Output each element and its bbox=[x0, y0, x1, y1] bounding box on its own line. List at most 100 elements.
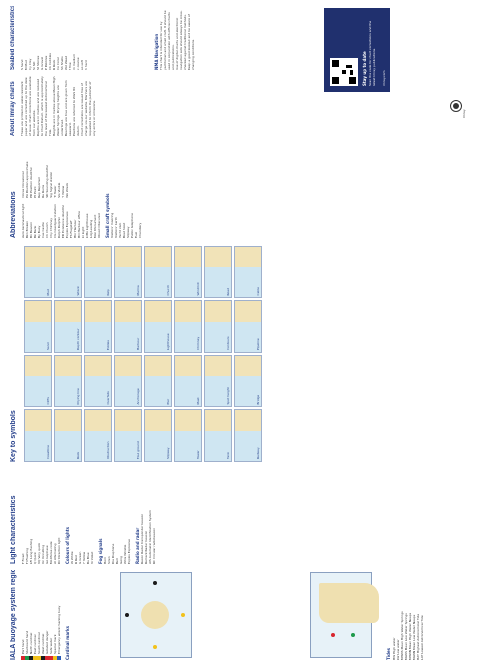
promo-panel: Stay up to date Scan the code for chart … bbox=[324, 8, 390, 92]
small-craft-row: Chandlery bbox=[138, 222, 142, 238]
symbol-label: Pipeline bbox=[256, 338, 260, 350]
symbol-label: Bridge bbox=[256, 394, 260, 405]
port-buoy-icon bbox=[331, 633, 335, 637]
symbol-label: Spot height bbox=[226, 387, 230, 405]
starboard-buoy-icon bbox=[351, 633, 355, 637]
symbol-cell: Rock bbox=[54, 409, 82, 462]
cardinal-diagram bbox=[120, 572, 192, 658]
symbol-cell: Road bbox=[204, 246, 232, 299]
iala-title: IALA buoyage system region A bbox=[10, 570, 17, 660]
seabed-title: Seabed characteristics bbox=[10, 6, 16, 70]
north-buoy-icon bbox=[125, 613, 129, 617]
symbol-label: Mud bbox=[46, 289, 50, 296]
symbol-label: Coastline bbox=[46, 445, 50, 459]
danger-area bbox=[141, 601, 169, 629]
symbol-label: Sand bbox=[46, 342, 50, 350]
land-area bbox=[55, 410, 81, 431]
promo-url[interactable]: imray.com bbox=[382, 70, 386, 86]
symbol-label: Marina bbox=[136, 285, 140, 296]
seabed-row: h hard bbox=[84, 60, 88, 70]
symbol-label: Wreck bbox=[76, 286, 80, 296]
symbol-label: Obstruction bbox=[106, 441, 110, 459]
symbol-cell: Marina bbox=[114, 246, 142, 299]
symbol-cell: Spot height bbox=[204, 355, 232, 408]
abbrev-column: Abbreviations Aero Aeronautical light Bkn… bbox=[10, 142, 476, 238]
lights-list: F Fixed Fl Flashing LFl Long flashing Q … bbox=[21, 468, 61, 565]
nav-section: NMA Navigation This chart is intended fo… bbox=[150, 6, 320, 70]
symbol-cell: Anchorage bbox=[114, 355, 142, 408]
land-area bbox=[175, 410, 201, 431]
iala-column: IALA buoyage system region A Port hand S… bbox=[10, 570, 476, 660]
symbol-label: Tower bbox=[196, 450, 200, 459]
nav-text: This chart is intended for use by yachts… bbox=[159, 6, 195, 70]
imray-footer: Imray bbox=[462, 109, 466, 118]
land-area bbox=[205, 301, 231, 322]
symbol-label: Church bbox=[166, 284, 170, 296]
land-area bbox=[175, 301, 201, 322]
land-area bbox=[235, 410, 261, 431]
imray-logo-icon bbox=[450, 100, 462, 112]
east-buoy-icon bbox=[153, 581, 157, 585]
colour-row: Vi Violet bbox=[90, 551, 94, 564]
land-area bbox=[145, 410, 171, 431]
abbrev-left-list: Aero Aeronautical light Bkn Broken Bn Beac… bbox=[21, 204, 101, 238]
about-paragraph: Chart corrections are issued free of cha… bbox=[80, 81, 96, 136]
cardinal-heading: Cardinal marks bbox=[65, 625, 70, 660]
symbol-label: Lighthouse bbox=[166, 333, 170, 350]
symbol-cell: Slipway bbox=[144, 409, 172, 462]
symbol-cell: Church bbox=[144, 246, 172, 299]
symbol-cell: Drying line bbox=[54, 355, 82, 408]
light-row: Dir Direction light bbox=[57, 537, 61, 565]
harbour-entrance-diagram bbox=[310, 572, 379, 658]
symbol-cell: Obstruction bbox=[84, 409, 112, 462]
land-area bbox=[145, 301, 171, 322]
symbol-label: Pier bbox=[166, 398, 170, 405]
symbol-cell: Eddies bbox=[84, 300, 112, 353]
west-buoy-icon bbox=[153, 645, 157, 649]
nav-paragraph: This chart is intended for use by yachts… bbox=[159, 10, 175, 70]
lights-title: Light characteristics bbox=[10, 495, 17, 564]
land-area bbox=[205, 356, 231, 377]
symbol-label: Mast bbox=[196, 397, 200, 405]
land-area bbox=[205, 410, 231, 431]
land-area bbox=[55, 301, 81, 322]
about-paragraph: These are printed on water-resistant pap… bbox=[20, 76, 36, 136]
land-area bbox=[85, 356, 111, 377]
symbol-cell: Wreck bbox=[54, 246, 82, 299]
land-area bbox=[115, 356, 141, 377]
symbol-cell: Windmill bbox=[174, 246, 202, 299]
radio-row: RC Circular radiobeacon bbox=[152, 527, 156, 564]
symbol-label: Road bbox=[226, 287, 230, 296]
land-area bbox=[25, 301, 51, 322]
symbol-label: Tank bbox=[226, 452, 230, 459]
symbol-cell: Mast bbox=[174, 355, 202, 408]
land-area bbox=[85, 410, 111, 431]
about-paragraph: Bearings are true and are given from sea… bbox=[64, 80, 72, 136]
land-area bbox=[85, 301, 111, 322]
land-area bbox=[145, 247, 171, 268]
tide-row: LAT Lowest Astronomical Tide bbox=[420, 615, 424, 660]
key-title: Key to symbols bbox=[10, 410, 17, 462]
symbol-cell: Coastline bbox=[24, 409, 52, 462]
nav-paragraph: Keep a good lookout and be aware of chan… bbox=[187, 14, 195, 70]
symbol-cell: Bridge bbox=[234, 355, 262, 408]
promo-title: Stay up to date bbox=[362, 51, 367, 86]
symbol-label: Anchorage bbox=[136, 388, 140, 405]
qr-code-icon[interactable] bbox=[330, 58, 358, 86]
symbol-cell: Cable bbox=[234, 246, 262, 299]
symbol-label: Drying line bbox=[76, 388, 80, 405]
lights-column: Light characteristics F Fixed Fl Flashin… bbox=[10, 468, 476, 564]
land-area bbox=[115, 301, 141, 322]
nav-paragraph: Use of digital charts and electronic nav… bbox=[175, 10, 187, 70]
symbol-cell: Contours bbox=[204, 300, 232, 353]
symbol-label: Contours bbox=[226, 336, 230, 350]
iala-row-label: Emergency wreck marking buoy bbox=[57, 605, 61, 654]
tides-list: HW High water LW Low water MHWS Mean Hig… bbox=[392, 611, 424, 660]
land-area bbox=[25, 410, 51, 431]
land-area bbox=[205, 247, 231, 268]
land-shape bbox=[319, 583, 379, 623]
symbol-cell: Lighthouse bbox=[144, 300, 172, 353]
symbol-cell: Sand bbox=[24, 300, 52, 353]
land-area bbox=[235, 356, 261, 377]
land-area bbox=[235, 301, 261, 322]
